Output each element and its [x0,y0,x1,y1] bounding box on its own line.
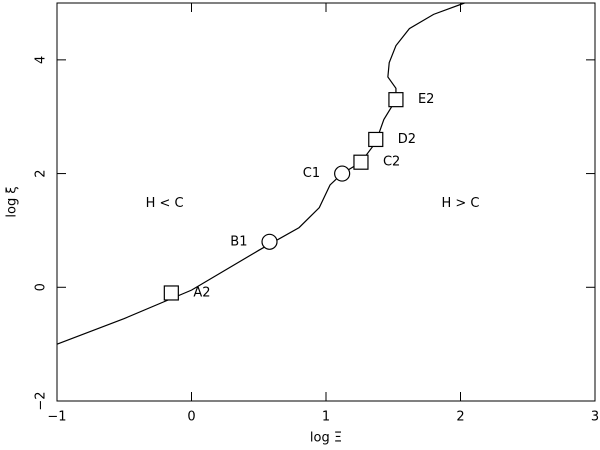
point-label: E2 [418,92,435,107]
point-label: A2 [193,285,210,300]
point-marker [334,165,351,182]
curve [56,2,465,345]
x-tick-label: 3 [591,410,599,425]
y-tick-label: 0 [34,283,49,291]
x-tick-label: 1 [322,410,330,425]
x-tick-label: 0 [187,410,195,425]
point-label: C1 [303,166,320,181]
y-tick-label: 2 [34,169,49,177]
point-marker [353,154,369,170]
x-axis-label: log Ξ [310,431,342,446]
annotation: H > C [441,196,479,211]
point-marker [261,233,278,250]
x-tick-label: 2 [456,410,464,425]
point-marker [163,285,179,301]
point-label: D2 [398,132,416,147]
plot-frame [56,2,596,402]
x-tick-label: −1 [47,410,66,425]
point-marker [368,131,384,148]
point-label: C2 [383,155,400,170]
y-tick-label: 4 [34,56,49,64]
point-marker [388,92,404,108]
annotation: H < C [146,196,184,211]
point-label: B1 [230,234,247,249]
y-axis-label: log ξ [5,186,20,217]
y-tick-label: −2 [34,391,49,410]
